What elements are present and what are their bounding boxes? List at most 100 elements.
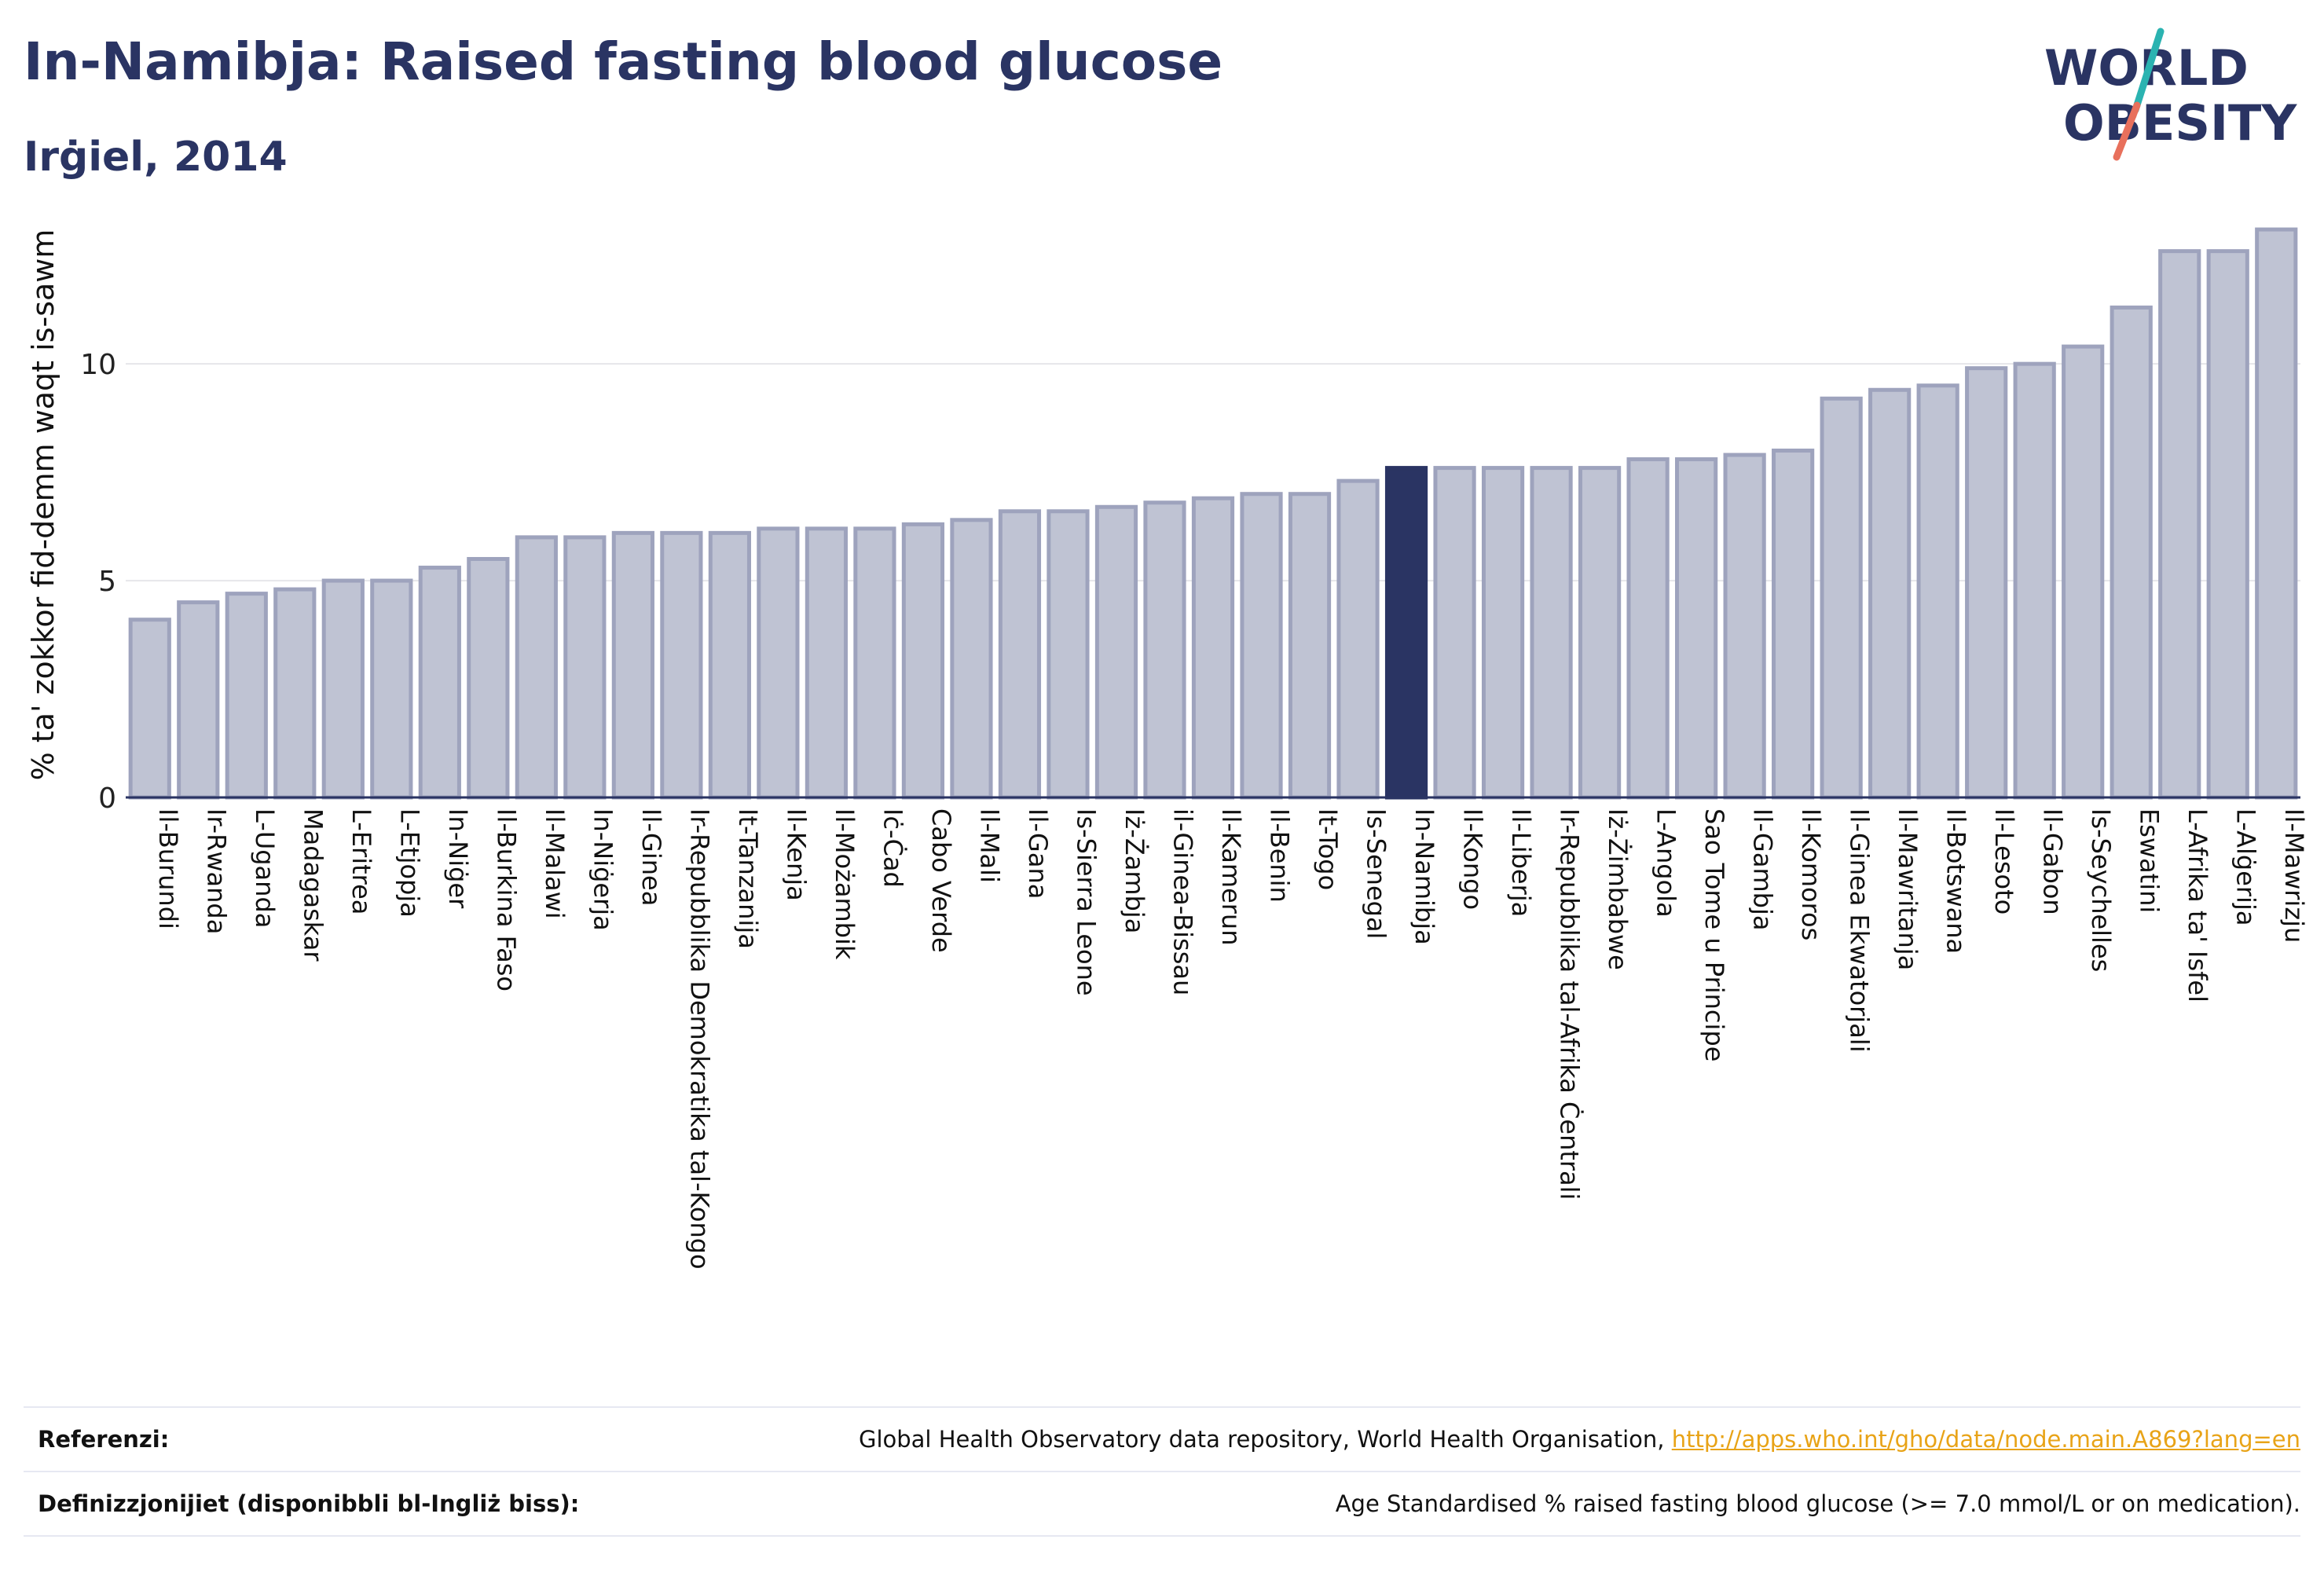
x-tick-label-12: It-Tanzanija	[733, 808, 763, 949]
bar-20[interactable]	[1094, 504, 1138, 800]
bar-19[interactable]	[1047, 509, 1090, 800]
bar-32[interactable]	[1675, 457, 1718, 800]
bar-28[interactable]	[1481, 466, 1525, 800]
x-tick-label-18: Il-Gana	[1023, 808, 1053, 899]
y-axis-label: % ta' zokkor fid-demm waqt is-sawm	[26, 229, 60, 781]
bar-26[interactable]	[1384, 466, 1428, 800]
bar-15[interactable]	[853, 526, 896, 800]
x-tick-label-8: Il-Malawi	[540, 808, 570, 919]
bar-29[interactable]	[1530, 466, 1573, 800]
bar-11[interactable]	[660, 530, 703, 800]
x-tick-label-14: Il-Możambik	[830, 808, 860, 960]
bar-9[interactable]	[563, 535, 607, 800]
bar-3[interactable]	[273, 587, 317, 800]
x-tick-label-31: L-Angola	[1651, 808, 1681, 918]
bar-10[interactable]	[611, 530, 654, 800]
bar-42[interactable]	[2158, 249, 2201, 800]
bar-30[interactable]	[1578, 466, 1622, 800]
x-tick-label-23: Il-Benin	[1265, 808, 1295, 903]
x-tick-label-44: Il-Mawrizju	[2279, 808, 2309, 943]
bar-16[interactable]	[901, 522, 945, 800]
references-label: Referenzi:	[38, 1426, 170, 1453]
footer: Referenzi: Global Health Observatory dat…	[24, 1406, 2300, 1537]
y-tick-label-0: 0	[98, 783, 116, 815]
x-tick-label-30: Iż-Żimbabwe	[1603, 808, 1633, 970]
x-tick-label-21: il-Ginea-Bissau	[1167, 808, 1197, 995]
bar-34[interactable]	[1772, 449, 1815, 800]
bar-2[interactable]	[225, 592, 268, 800]
bar-38[interactable]	[1965, 366, 2008, 800]
bar-41[interactable]	[2110, 305, 2153, 800]
x-tick-label-42: L-Afrika ta' Isfel	[2183, 808, 2212, 1002]
bar-27[interactable]	[1433, 466, 1476, 800]
x-tick-label-20: Iż-Żambja	[1120, 808, 1149, 933]
x-tick-label-13: Il-Kenja	[781, 808, 811, 901]
bar-31[interactable]	[1626, 457, 1670, 800]
x-tick-label-25: Is-Senegal	[1362, 808, 1391, 939]
references-row: Referenzi: Global Health Observatory dat…	[24, 1406, 2300, 1471]
bar-5[interactable]	[370, 578, 413, 800]
x-tick-label-16: Cabo Verde	[926, 808, 956, 953]
bar-6[interactable]	[418, 566, 461, 800]
bar-33[interactable]	[1723, 453, 1766, 800]
bar-36[interactable]	[1868, 387, 1912, 800]
bar-43[interactable]	[2206, 249, 2249, 800]
x-tick-label-9: In-Niġerja	[588, 808, 618, 931]
x-tick-label-15: Iċ-Ċad	[878, 808, 907, 888]
bar-24[interactable]	[1288, 492, 1332, 800]
bar-1[interactable]	[177, 600, 220, 800]
x-tick-label-22: Il-Kamerun	[1216, 808, 1246, 945]
bar-12[interactable]	[708, 530, 751, 800]
axes: 0 5 10 % ta' zokkor fid-demm waqt is-sawm	[26, 229, 2300, 815]
x-tick-label-38: Il-Lesoto	[1989, 808, 2019, 914]
x-tick-label-4: L-Eritrea	[346, 808, 376, 914]
x-tick-label-5: L-Etjopja	[394, 808, 424, 918]
x-tick-label-29: Ir-Repubblika tal-Afrika Ċentrali	[1555, 808, 1585, 1200]
category-labels: Il-Burundi Ir-Rwanda L-Uganda Madagaskar L-E…	[153, 808, 2309, 1270]
x-tick-label-35: Il-Ginea Ekwatorjali	[1845, 808, 1875, 1053]
x-tick-label-6: In-Niġer	[443, 808, 473, 909]
bar-14[interactable]	[805, 526, 849, 800]
bars	[128, 227, 2298, 800]
y-tick-label-1: 5	[98, 566, 116, 598]
bar-8[interactable]	[515, 535, 558, 800]
bar-21[interactable]	[1143, 500, 1186, 800]
x-tick-label-11: Ir-Repubblika Demokratika tal-Kongo	[684, 808, 714, 1270]
x-tick-label-28: Il-Liberja	[1506, 808, 1536, 917]
x-tick-label-19: Is-Sierra Leone	[1071, 808, 1101, 996]
logo-slash-teal	[2132, 27, 2165, 114]
bar-25[interactable]	[1336, 478, 1380, 800]
bar-18[interactable]	[998, 509, 1042, 800]
bar-37[interactable]	[1916, 383, 1959, 800]
x-tick-label-24: It-Togo	[1313, 808, 1343, 890]
bar-44[interactable]	[2255, 227, 2298, 800]
logo-slash-coral	[2113, 101, 2141, 161]
world-obesity-logo: WORLD OBESITY	[2044, 27, 2297, 161]
bar-0[interactable]	[128, 618, 171, 800]
definitions-text: Age Standardised % raised fasting blood …	[1335, 1490, 2300, 1517]
bar-35[interactable]	[1820, 396, 1863, 800]
x-tick-label-7: Il-Burkina Faso	[491, 808, 521, 991]
x-tick-label-17: Il-Mali	[974, 808, 1004, 883]
x-tick-label-43: L-Alġerija	[2231, 808, 2261, 925]
references-link[interactable]: http://apps.who.int/gho/data/node.main.A…	[1671, 1426, 2300, 1453]
x-tick-label-41: Eswatini	[2135, 808, 2165, 913]
bar-22[interactable]	[1191, 496, 1235, 800]
bar-chart: 0 5 10 % ta' zokkor fid-demm waqt is-sawm I…	[26, 227, 2309, 1270]
bar-13[interactable]	[757, 526, 800, 800]
bar-7[interactable]	[467, 556, 510, 800]
chart-subtitle: Irġiel, 2014	[24, 134, 288, 181]
x-tick-label-37: Il-Botswana	[1941, 808, 1971, 954]
x-tick-label-3: Madagaskar	[298, 808, 328, 962]
bar-40[interactable]	[2062, 344, 2105, 800]
bar-23[interactable]	[1240, 492, 1283, 800]
x-tick-label-40: Is-Seychelles	[2086, 808, 2116, 972]
x-tick-label-39: Il-Gabon	[2038, 808, 2068, 915]
bar-39[interactable]	[2013, 361, 2056, 800]
bar-4[interactable]	[321, 578, 365, 800]
x-tick-label-36: Il-Mawritanja	[1893, 808, 1923, 970]
definitions-label: Definizzjonijiet (disponibbli bl-Ingliż …	[38, 1490, 580, 1517]
bar-17[interactable]	[950, 518, 993, 800]
y-tick-label-2: 10	[80, 349, 116, 381]
x-tick-label-34: Il-Komoros	[1796, 808, 1826, 940]
